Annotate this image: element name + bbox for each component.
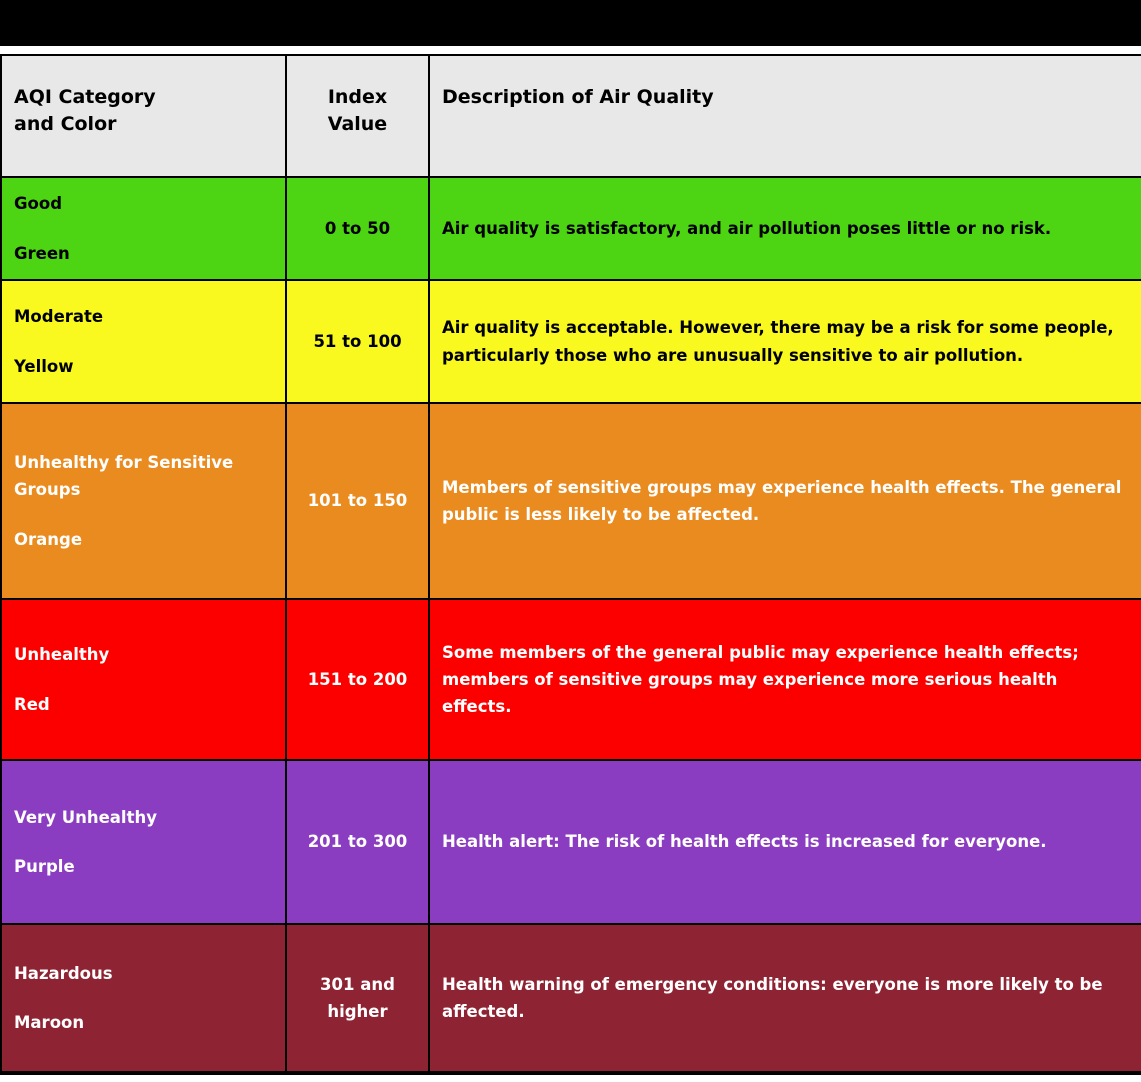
header-row: AQI Category and Color Index Value Descr… <box>0 54 1141 178</box>
category-name: Very Unhealthy <box>14 807 157 827</box>
aqi-row-hazardous: Hazardous Maroon 301 and higher Health w… <box>0 923 1141 1075</box>
category-cell: Moderate Yellow <box>0 279 287 404</box>
aqi-row-very-unhealthy: Very Unhealthy Purple 201 to 300 Health … <box>0 759 1141 925</box>
header-index-line2: Value <box>327 112 388 135</box>
header-index-value: Index Value <box>285 54 430 178</box>
category-color-name: Red <box>14 694 50 714</box>
header-description: Description of Air Quality <box>428 54 1141 178</box>
top-banner <box>0 0 1141 46</box>
aqi-row-moderate: Moderate Yellow 51 to 100 Air quality is… <box>0 279 1141 404</box>
category-color-name: Purple <box>14 857 75 876</box>
category-cell: Good Green <box>0 176 287 281</box>
aqi-table: AQI Category and Color Index Value Descr… <box>0 54 1141 1075</box>
header-category-and-color: AQI Category and Color <box>0 54 287 178</box>
category-name: Unhealthy <box>14 645 110 665</box>
description-text: Air quality is satisfactory, and air pol… <box>428 176 1141 281</box>
description-text: Air quality is acceptable. However, ther… <box>428 279 1141 404</box>
category-cell: Unhealthy for Sensitive Groups Orange <box>0 402 287 600</box>
header-description-text: Description of Air Quality <box>442 86 714 108</box>
header-category-line2: and Color <box>14 112 117 135</box>
header-index-line1: Index <box>327 86 388 108</box>
aqi-row-unhealthy-sensitive-groups: Unhealthy for Sensitive Groups Orange 10… <box>0 402 1141 600</box>
category-name: Unhealthy for Sensitive Groups <box>14 453 234 500</box>
description-text: Members of sensitive groups may experien… <box>428 402 1141 600</box>
category-cell: Hazardous Maroon <box>0 923 287 1075</box>
description-text: Health alert: The risk of health effects… <box>428 759 1141 925</box>
index-value: 101 to 150 <box>285 402 430 600</box>
index-value: 51 to 100 <box>285 279 430 404</box>
aqi-row-good: Good Green 0 to 50 Air quality is satisf… <box>0 176 1141 281</box>
index-value: 0 to 50 <box>285 176 430 281</box>
index-value: 151 to 200 <box>285 598 430 761</box>
description-text: Some members of the general public may e… <box>428 598 1141 761</box>
category-cell: Very Unhealthy Purple <box>0 759 287 925</box>
description-text: Health warning of emergency conditions: … <box>428 923 1141 1075</box>
category-color-name: Yellow <box>14 356 74 376</box>
index-value: 201 to 300 <box>285 759 430 925</box>
category-name: Good <box>14 194 63 214</box>
category-color-name: Orange <box>14 529 83 549</box>
index-value: 301 and higher <box>285 923 430 1075</box>
category-color-name: Green <box>14 243 70 263</box>
aqi-row-unhealthy: Unhealthy Red 151 to 200 Some members of… <box>0 598 1141 761</box>
category-name: Moderate <box>14 307 104 327</box>
banner-gap <box>0 46 1141 54</box>
category-color-name: Maroon <box>14 1013 85 1032</box>
header-category-line1: AQI Category <box>14 86 156 108</box>
category-name: Hazardous <box>14 963 113 983</box>
category-cell: Unhealthy Red <box>0 598 287 761</box>
